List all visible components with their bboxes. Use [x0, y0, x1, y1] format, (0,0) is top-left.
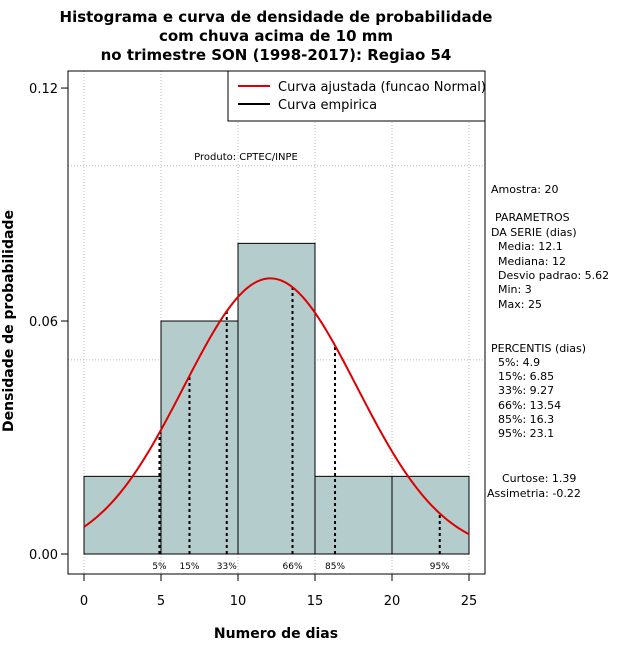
- percentil-5: 5%: 4.9: [498, 356, 540, 369]
- param-mediana: Mediana: 12: [498, 255, 566, 268]
- percentil-15: 15%: 6.85: [498, 370, 554, 383]
- x-tick-label-2: 10: [230, 594, 247, 609]
- chart-title-line-2: com chuva acima de 10 mm: [159, 27, 393, 45]
- normal-fit-curve: [83, 277, 470, 536]
- legend-box: [227, 70, 486, 122]
- histogram-bar-0: [83, 475, 162, 555]
- chart-title-line-3: no trimestre SON (1998-2017): Regiao 54: [101, 46, 452, 64]
- percentil-85: 85%: 16.3: [498, 413, 554, 426]
- y-tick-label-0: 0.00: [29, 548, 58, 563]
- percentile-label-4: 85%: [325, 562, 345, 572]
- percentile-label-5: 95%: [430, 562, 450, 572]
- percentile-label-2: 33%: [217, 562, 237, 572]
- x-tick-label-3: 15: [307, 594, 324, 609]
- y-tick-label-2: 0.12: [29, 82, 58, 97]
- x-axis: 0 5 10 15 20 25: [80, 573, 478, 609]
- x-tick-label-5: 25: [461, 594, 478, 609]
- legend-label-empirical: Curva empirica: [278, 98, 377, 113]
- y-axis-label: Densidade de probabilidade: [1, 210, 17, 432]
- legend-label-fit: Curva ajustada (funcao Normal): [278, 80, 486, 95]
- sample-size: Amostra: 20: [491, 183, 558, 196]
- percentil-95: 95%: 23.1: [498, 427, 554, 440]
- histogram-bar-3: [314, 475, 393, 555]
- percentile-label-3: 66%: [283, 562, 303, 572]
- percentis-heading: PERCENTIS (dias): [491, 342, 586, 355]
- percentile-label-0: 5%: [152, 562, 167, 572]
- statistics-panel: Amostra: 20 PARAMETROS DA SERIE (dias) M…: [487, 183, 609, 500]
- param-max: Max: 25: [498, 298, 542, 311]
- percentile-label-1: 15%: [179, 562, 199, 572]
- param-desvio: Desvio padrao: 5.62: [498, 269, 609, 282]
- param-media: Media: 12.1: [498, 240, 563, 253]
- percentil-33: 33%: 9.27: [498, 384, 554, 397]
- assimetria: Assimetria: -0.22: [487, 487, 581, 500]
- percentil-66: 66%: 13.54: [498, 399, 561, 412]
- params-heading-1: PARAMETROS: [495, 211, 570, 224]
- x-tick-label-0: 0: [80, 594, 88, 609]
- y-axis: 0.00 0.06 0.12: [29, 82, 69, 563]
- histogram-bar-1: [160, 320, 239, 555]
- grid: [68, 71, 485, 574]
- params-heading-2: DA SERIE (dias): [491, 226, 577, 239]
- y-tick-label-1: 0.06: [29, 315, 58, 330]
- legend: Curva ajustada (funcao Normal) Curva emp…: [227, 70, 486, 122]
- x-axis-label: Numero de dias: [214, 626, 338, 642]
- param-min: Min: 3: [498, 283, 532, 296]
- x-tick-label-4: 20: [384, 594, 401, 609]
- histogram-bars: [83, 242, 470, 555]
- product-credit: Produto: CPTEC/INPE: [194, 152, 298, 163]
- curtose: Curtose: 1.39: [502, 472, 576, 485]
- histogram-bar-2: [237, 242, 316, 555]
- x-tick-label-1: 5: [157, 594, 165, 609]
- chart-title-line-1: Histograma e curva de densidade de proba…: [60, 8, 493, 26]
- percentile-lines: 5% 15% 33% 66% 85% 95%: [152, 287, 450, 572]
- chart-title: Histograma e curva de densidade de proba…: [60, 8, 493, 64]
- histogram-bar-4: [391, 475, 470, 555]
